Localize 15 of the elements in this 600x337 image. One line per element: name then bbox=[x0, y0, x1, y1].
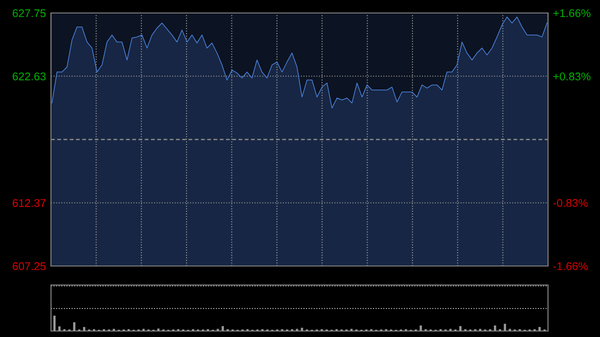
bar bbox=[53, 316, 56, 331]
bar bbox=[420, 325, 422, 331]
bar bbox=[222, 326, 224, 331]
y2-tick-label: -1.66% bbox=[553, 262, 588, 270]
y-tick-label: 607.25 bbox=[12, 262, 46, 270]
bar bbox=[494, 325, 496, 331]
y2-tick-label: +0.83% bbox=[553, 72, 590, 80]
y2-tick-label: +1.66% bbox=[553, 9, 590, 18]
y2-tick-label: -0.83% bbox=[553, 199, 588, 207]
bar bbox=[459, 326, 462, 331]
bar bbox=[83, 327, 86, 331]
y-tick-label: 627.75 bbox=[12, 9, 46, 18]
bar bbox=[73, 322, 76, 331]
y-tick-label: 622.63 bbox=[12, 72, 46, 80]
y-tick-label: 612.37 bbox=[12, 199, 46, 207]
